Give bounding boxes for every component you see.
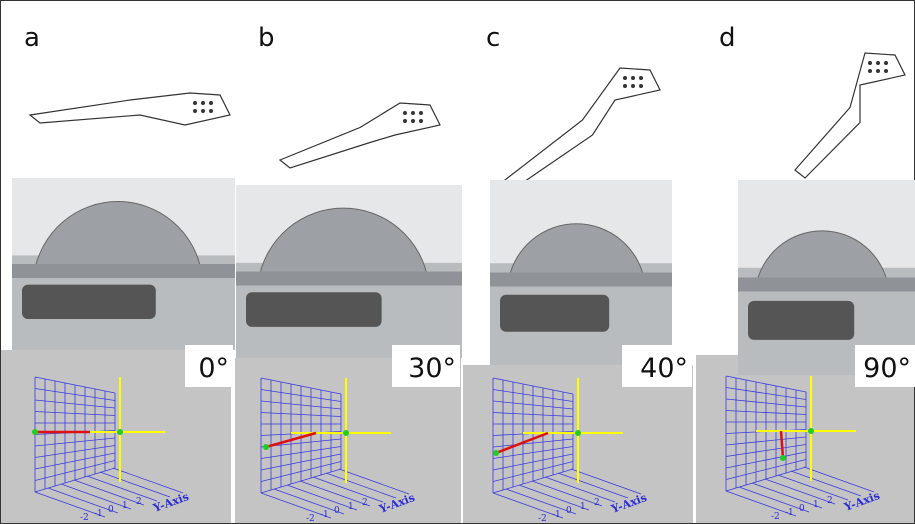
- device: [500, 295, 609, 332]
- sketch-hole: [876, 69, 880, 73]
- axis-tick: 2: [136, 497, 142, 507]
- axis-tick: -2: [80, 513, 89, 523]
- sketch-hole: [884, 61, 888, 65]
- axis-tick: 2: [362, 498, 368, 508]
- device: [22, 285, 156, 319]
- axis-tick: 0: [799, 504, 805, 514]
- protractor-arm: [738, 278, 915, 292]
- sketch-hole: [201, 109, 205, 113]
- sketch-hole: [631, 76, 635, 80]
- axis-tick: -1: [552, 510, 561, 520]
- axis-tick: -2: [306, 514, 315, 524]
- device: [246, 292, 382, 327]
- origin-point: [343, 430, 349, 436]
- tip-point: [32, 429, 38, 435]
- sketch-hole: [639, 76, 643, 80]
- axis-tick: 2: [594, 498, 600, 508]
- axis-tick: 1: [122, 501, 128, 511]
- sketch-hole: [403, 119, 407, 123]
- protractor-arm: [236, 272, 462, 286]
- sketch-hole: [623, 76, 627, 80]
- sketch-hole: [419, 119, 423, 123]
- axis-tick: 0: [108, 505, 114, 515]
- origin-point: [117, 429, 123, 435]
- tip-point: [493, 450, 499, 456]
- sketch-hole: [623, 84, 627, 88]
- device: [748, 301, 854, 340]
- panel-letter: b: [258, 23, 275, 53]
- axis-tick: 0: [334, 506, 340, 516]
- protractor-arm: [490, 273, 672, 287]
- sketch-hole: [403, 111, 407, 115]
- sketch-hole: [193, 109, 197, 113]
- sketch-hole: [411, 111, 415, 115]
- panel-letter: c: [486, 23, 500, 53]
- sketch-hole: [201, 101, 205, 105]
- axis-tick: -1: [94, 509, 103, 519]
- protractor-arm: [12, 264, 235, 278]
- sketch-hole: [193, 101, 197, 105]
- axis-tick: 2: [827, 496, 833, 506]
- sketch-hole: [639, 84, 643, 88]
- sketch-hole: [868, 61, 872, 65]
- axis-tick: -2: [771, 512, 780, 522]
- sketch-hole: [876, 61, 880, 65]
- axis-tick: -2: [538, 514, 547, 524]
- sketch-hole: [209, 101, 213, 105]
- figure: 0°a-2-1012Y-Axis30°b-2-1012Y-Axis40°c-2-…: [0, 0, 915, 524]
- panel-letter: d: [719, 23, 736, 53]
- axis-tick: 0: [566, 506, 572, 516]
- panel-letter: a: [24, 23, 40, 53]
- angle-label: 30°: [408, 353, 456, 384]
- axis-tick: 1: [580, 502, 586, 512]
- sketch-hole: [884, 69, 888, 73]
- origin-point: [808, 428, 814, 434]
- angle-label: 0°: [198, 353, 229, 384]
- angle-label: 90°: [863, 353, 911, 384]
- tip-point: [263, 444, 269, 450]
- axis-tick: 1: [348, 502, 354, 512]
- origin-point: [575, 430, 581, 436]
- axis-tick: -1: [785, 508, 794, 518]
- sketch-hole: [868, 69, 872, 73]
- sketch-hole: [411, 119, 415, 123]
- axis-tick: -1: [320, 510, 329, 520]
- sketch-hole: [631, 84, 635, 88]
- angle-label: 40°: [640, 353, 688, 384]
- tip-point: [780, 455, 786, 461]
- axis-tick: 1: [813, 500, 819, 510]
- sketch-hole: [209, 109, 213, 113]
- sketch-hole: [419, 111, 423, 115]
